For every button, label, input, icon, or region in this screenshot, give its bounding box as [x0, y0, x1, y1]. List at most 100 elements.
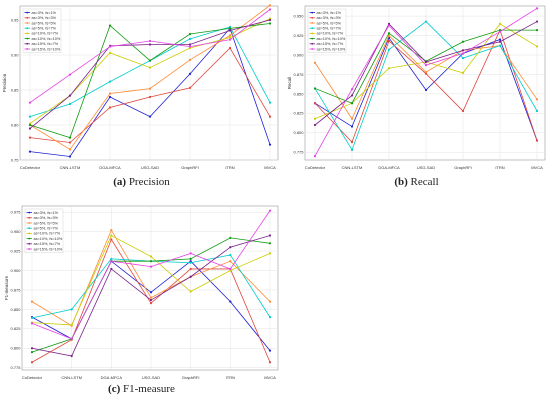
- recall-series-3-point: [350, 117, 354, 120]
- recall-series-8-point: [313, 155, 317, 158]
- f1-series-2-point: [110, 238, 113, 241]
- precision-series-5-point: [148, 66, 152, 69]
- recall-legend-marker: [311, 27, 314, 30]
- precision-caption: (a) Precision: [0, 176, 283, 188]
- recall-legend-marker: [311, 37, 314, 40]
- recall-series-1-point: [350, 125, 354, 128]
- precision-legend-label: as=5%, fs=7%: [32, 27, 57, 31]
- f1-ytick-label: 0.775: [10, 365, 21, 370]
- f1-ytick-label: 0.925: [10, 248, 21, 253]
- precision-series-6-point: [268, 22, 272, 25]
- precision-series-1-point: [268, 143, 272, 146]
- precision-series-3-point: [148, 87, 152, 90]
- recall-series-8-point: [387, 24, 391, 27]
- recall-legend-label: as=3%, fs=1%: [317, 11, 342, 15]
- f1-series-2-point: [268, 361, 272, 364]
- recall-chart: 0.775 0.800 0.825 0.850 0.875 0.900 0.925 0.950…: [287, 5, 546, 170]
- recall-series-4-point: [498, 44, 502, 47]
- recall-series-4-point: [424, 20, 428, 23]
- precision-panel-letter: (a): [113, 176, 127, 188]
- f1-series-7-point: [30, 347, 34, 350]
- f1-ytick-label: 0.950: [10, 229, 21, 234]
- recall-series-6-point: [535, 29, 539, 32]
- precision-legend-marker: [26, 27, 29, 30]
- f1-ytick-label: 0.875: [10, 287, 21, 292]
- recall-ytick-label: 0.950: [293, 14, 304, 19]
- recall-series-8-point: [424, 64, 428, 67]
- precision-legend-marker: [26, 42, 29, 45]
- precision-legend-label: as=10%, fs=7%: [32, 32, 59, 36]
- f1-series-6-point: [149, 260, 153, 263]
- precision-legend-marker: [26, 48, 29, 50]
- precision-series-7-point: [148, 43, 152, 46]
- precision-series-7-point: [268, 18, 272, 22]
- recall-series-2-point: [387, 39, 391, 43]
- f1-series-5-point: [229, 269, 232, 272]
- precision-legend-marker: [26, 11, 29, 14]
- recall-series-6-point: [461, 40, 465, 43]
- f1-caption-text: F1-measure: [123, 383, 175, 395]
- recall-legend-label: as=10%, fs=7%: [317, 32, 344, 36]
- f1-legend-marker: [28, 227, 31, 230]
- recall-legend-marker: [311, 42, 314, 45]
- f1-series-8-point: [70, 337, 73, 341]
- f1-legend-marker: [28, 211, 31, 214]
- f1-series-6-point: [229, 236, 232, 239]
- f1-series-6-point: [189, 257, 192, 260]
- f1-series-8-point: [30, 322, 34, 325]
- f1-series-7-point: [229, 246, 232, 249]
- f1-series-7-point: [268, 234, 272, 237]
- f1-series-7-point: [70, 354, 73, 358]
- precision-series-3-point: [108, 92, 112, 95]
- f1-xtick-label: CoDetector: [22, 375, 43, 380]
- precision-legend-marker: [26, 16, 29, 19]
- recall-series-2-point: [424, 72, 428, 75]
- f1-series-2-point: [30, 361, 34, 364]
- recall-panel-letter: (b): [394, 176, 408, 188]
- recall-series-2-point: [535, 139, 539, 142]
- recall-legend-marker: [311, 11, 314, 14]
- precision-legend: [22, 8, 62, 53]
- precision-legend-marker: [26, 37, 29, 40]
- f1-ytick-label: 0.975: [10, 210, 21, 215]
- precision-series-5-point: [228, 36, 232, 39]
- f1-ytick-label: 0.850: [10, 307, 21, 312]
- precision-xtick-label: USG-SAD: [141, 165, 159, 170]
- precision-series-8-point: [68, 73, 72, 76]
- precision-series-2-point: [268, 115, 272, 118]
- f1-series-8-point: [229, 267, 232, 271]
- f1-series-7-point: [110, 267, 113, 271]
- recall-series-7-point: [350, 94, 354, 97]
- f1-series-8-point: [189, 252, 192, 255]
- recall-series-7-point: [535, 20, 539, 23]
- recall-legend-label: as=5%, fs=5%: [317, 21, 342, 25]
- recall-legend: [307, 8, 347, 53]
- recall-xtick-label: CoDetector: [305, 165, 326, 170]
- f1-legend-marker: [28, 237, 31, 240]
- f1-legend-label: as=10%, fs=10%: [34, 237, 63, 241]
- recall-ytick-label: 0.800: [293, 130, 304, 135]
- precision-legend-marker: [26, 22, 29, 24]
- recall-series-5-point: [498, 22, 502, 25]
- precision-series-7-point: [188, 43, 192, 46]
- recall-series-3-point: [313, 61, 317, 64]
- recall-series-7-point: [387, 22, 391, 25]
- recall-ytick-label: 0.875: [293, 72, 304, 77]
- recall-series-7-point: [424, 60, 428, 64]
- precision-ytick-label: 0.75: [11, 157, 20, 162]
- recall-series-5-point: [535, 45, 539, 48]
- precision-series-4-point: [268, 101, 272, 104]
- recall-ytick-label: 0.825: [293, 111, 304, 116]
- recall-series-7-point: [313, 123, 317, 127]
- f1-series-3-point: [268, 300, 272, 303]
- recall-ytick-label: 0.775: [293, 150, 304, 155]
- precision-ylabel: Precision: [2, 73, 7, 92]
- f1-series-4-point: [229, 253, 232, 257]
- f1-xtick-label: USG-SAD: [142, 375, 160, 380]
- recall-caption: (b) Recall: [283, 176, 550, 188]
- precision-series-8-point: [28, 101, 32, 104]
- f1-series-8-point: [110, 260, 113, 263]
- recall-legend-label: as=15%, fs=7%: [317, 42, 344, 46]
- recall-xtick-label: MVCA: [531, 165, 543, 170]
- f1-series-6-point: [268, 242, 272, 245]
